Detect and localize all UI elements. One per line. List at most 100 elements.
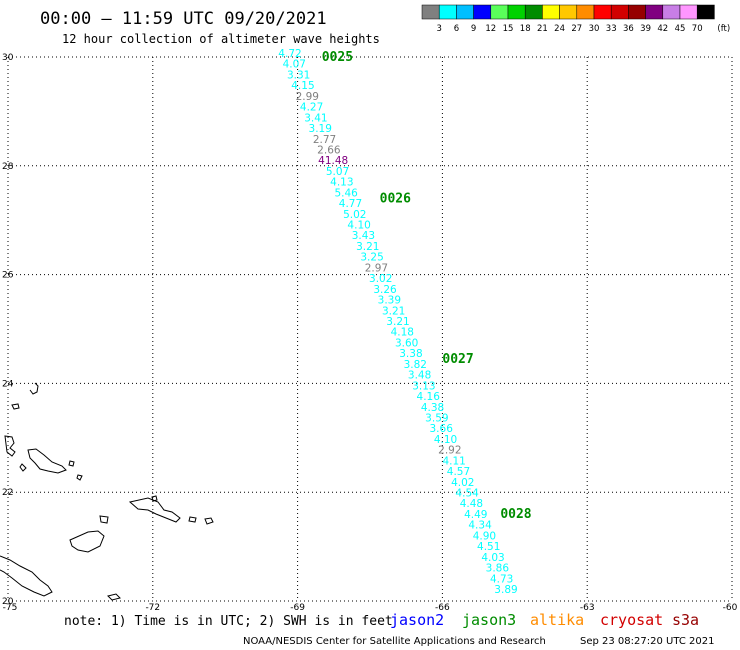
swh-reading: 2.66 xyxy=(317,144,341,156)
swh-reading: 3.31 xyxy=(287,69,310,81)
swh-reading: 3.66 xyxy=(430,423,454,435)
legend-swatch xyxy=(507,4,526,20)
swh-reading: 4.54 xyxy=(455,488,479,500)
pass-id-label: 0027 xyxy=(442,352,473,367)
satellite-name: jason2 xyxy=(390,611,444,629)
lon-tick-label: -75 xyxy=(3,603,18,613)
pass-id-label: 0025 xyxy=(322,50,353,65)
legend-swatch xyxy=(679,4,698,20)
legend-label: 30 xyxy=(589,24,600,34)
legend-swatch xyxy=(696,4,715,20)
swh-reading: 2.92 xyxy=(438,445,461,457)
satellite-name: jason3 xyxy=(462,611,516,629)
coastline-islands xyxy=(0,382,214,601)
legend-label: 9 xyxy=(471,24,476,34)
legend-swatch xyxy=(456,4,474,20)
swh-reading: 4.77 xyxy=(339,198,362,210)
swh-reading: 4.49 xyxy=(464,509,487,521)
swh-reading: 5.46 xyxy=(334,187,358,199)
lat-tick-label: 22 xyxy=(2,488,13,498)
lon-tick-label: -72 xyxy=(145,603,160,613)
legend-swatch xyxy=(473,4,492,20)
swh-reading: 3.48 xyxy=(408,370,431,382)
satellite-name: s3a xyxy=(672,611,699,629)
swh-reading: 4.07 xyxy=(283,59,306,71)
legend-label: 21 xyxy=(537,24,548,34)
legend-label: 18 xyxy=(520,24,531,34)
legend-label: 15 xyxy=(503,24,514,34)
legend-label: 27 xyxy=(571,24,582,34)
legend-swatch xyxy=(610,4,629,20)
footnote: note: 1) Time is in UTC; 2) SWH is in fe… xyxy=(64,614,393,629)
swh-reading: 4.16 xyxy=(417,391,441,403)
legend-swatch xyxy=(576,4,595,20)
swh-reading: 3.25 xyxy=(360,252,383,264)
lon-tick-label: -69 xyxy=(290,603,305,613)
swh-reading: 3.19 xyxy=(309,123,332,135)
swh-reading: 4.27 xyxy=(300,102,323,114)
legend-swatch xyxy=(559,4,578,20)
legend-unit: (ft) xyxy=(717,24,730,34)
legend-swatch xyxy=(490,4,509,20)
swh-reading: 4.03 xyxy=(481,552,504,564)
swh-reading: 3.02 xyxy=(369,273,392,285)
swh-reading: 3.82 xyxy=(404,359,427,371)
swh-track: 4.724.073.314.152.994.273.413.192.772.66… xyxy=(278,48,517,596)
legend-label: 33 xyxy=(606,24,617,34)
swh-reading: 3.21 xyxy=(382,305,405,317)
lon-tick-label: -60 xyxy=(723,603,738,613)
legend-label: 12 xyxy=(485,24,496,34)
legend-swatch xyxy=(662,4,681,20)
graticule xyxy=(7,56,733,602)
legend-swatch xyxy=(645,4,664,20)
swh-reading: 4.11 xyxy=(442,455,465,467)
color-scale-legend: 3 6 9 12 15 18 21 24 27 30 33 36 39 42 45 70 (ft) xyxy=(421,4,730,34)
swh-reading: 3.89 xyxy=(494,584,517,596)
legend-label: 45 xyxy=(675,24,686,34)
swh-reading: 4.34 xyxy=(468,520,492,532)
page-title: 00:00 – 11:59 UTC 09/20/2021 xyxy=(40,9,327,29)
swh-reading: 3.43 xyxy=(352,230,375,242)
swh-reading: 4.10 xyxy=(347,220,370,232)
swh-reading: 4.10 xyxy=(434,434,457,446)
legend-label: 42 xyxy=(657,24,668,34)
lat-tick-label: 26 xyxy=(2,271,14,281)
legend-swatch xyxy=(524,4,543,20)
lon-tick-label: -63 xyxy=(580,603,595,613)
swh-reading: 41.48 xyxy=(318,155,348,167)
satellite-legend: jason2 jason3 altika cryosat s3a xyxy=(390,611,699,629)
swh-reading: 4.15 xyxy=(291,80,314,92)
swh-reading: 2.99 xyxy=(296,91,319,103)
swh-reading: 4.38 xyxy=(421,402,444,414)
swh-reading: 2.77 xyxy=(313,134,336,146)
axis-tick-labels: -75 -72 -69 -66 -63 -60 30 28 26 24 22 20 xyxy=(2,53,738,613)
lat-tick-label: 20 xyxy=(2,597,14,607)
page-subtitle: 12 hour collection of altimeter wave hei… xyxy=(62,32,380,46)
legend-swatch xyxy=(628,4,646,20)
swh-reading: 4.51 xyxy=(477,541,500,553)
swh-reading: 4.73 xyxy=(490,573,513,585)
swh-reading: 4.02 xyxy=(451,477,474,489)
swh-reading: 4.48 xyxy=(460,498,483,510)
swh-reading: 4.72 xyxy=(278,48,301,60)
swh-reading: 3.21 xyxy=(386,316,409,328)
swh-reading: 3.86 xyxy=(486,563,510,575)
legend-label: 6 xyxy=(454,24,459,34)
swh-reading: 3.26 xyxy=(373,284,397,296)
timestamp: Sep 23 08:27:20 UTC 2021 xyxy=(580,636,714,647)
pass-id-label: 0026 xyxy=(380,191,411,206)
pass-id-label: 0028 xyxy=(500,507,531,522)
swh-reading: 2.97 xyxy=(365,262,388,274)
lon-tick-label: -66 xyxy=(435,603,450,613)
swh-reading: 3.38 xyxy=(399,348,422,360)
legend-swatch xyxy=(438,4,457,20)
swh-reading: 4.57 xyxy=(447,466,470,478)
legend-swatch xyxy=(542,4,560,20)
lat-tick-label: 28 xyxy=(2,162,14,172)
swh-reading: 3.41 xyxy=(304,112,327,124)
lat-tick-label: 24 xyxy=(2,379,14,389)
swh-reading: 3.39 xyxy=(378,295,401,307)
lat-tick-label: 30 xyxy=(2,53,14,63)
legend-label: 39 xyxy=(640,24,651,34)
